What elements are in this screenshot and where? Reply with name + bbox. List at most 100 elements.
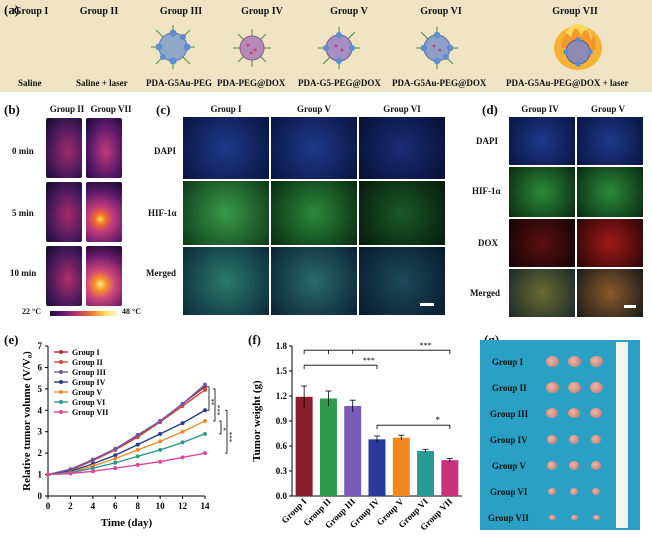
bar-7: [441, 460, 459, 496]
panel-d-row-dox: DOX: [478, 238, 498, 248]
panel-g-row-4: Group IV: [490, 435, 528, 445]
tumor-specimen: [570, 514, 578, 521]
panel-b-col-group-ii: Group II: [49, 104, 85, 114]
legend-marker: [59, 360, 63, 364]
x-tick-label: 8: [135, 501, 140, 511]
micrograph-d-hif-group4: [508, 166, 576, 218]
y-tick-label: 0.9: [276, 416, 288, 426]
micrograph-d-dapi-group4: [508, 116, 576, 166]
x-tick-label: 14: [201, 501, 211, 511]
series-line-6: [47, 433, 206, 476]
significance-bracket: [225, 409, 228, 454]
panel-g-row-5: Group V: [492, 461, 526, 471]
group-header-7: Group VII: [552, 6, 598, 17]
significance-marker: *: [435, 415, 440, 425]
y-tick-label: 0: [38, 491, 43, 501]
bar-5: [392, 437, 410, 496]
tumor-specimen: [547, 461, 557, 470]
data-point: [90, 457, 95, 462]
legend-label: Group III: [72, 368, 106, 377]
panel-b-row-10min: 10 min: [10, 268, 37, 278]
bar-6: [417, 451, 435, 496]
legend-label: Group II: [72, 358, 103, 367]
tumor-specimen: [590, 408, 602, 419]
legend-label: Group V: [72, 388, 102, 397]
micrograph-d-dox-group4: [508, 218, 576, 268]
data-point: [180, 429, 185, 434]
data-point: [113, 456, 118, 461]
y-axis-label: Tumor weight (g): [251, 380, 263, 462]
significance-marker: *: [219, 427, 227, 431]
data-point: [135, 447, 140, 452]
panel-c-col-group-v: Group V: [297, 104, 331, 114]
panel-b-row-0min: 0 min: [12, 146, 34, 156]
tumor-specimen: [546, 408, 558, 419]
bar-2: [319, 398, 337, 496]
y-tick-label: 1.5: [276, 366, 288, 376]
significance-bracket: [219, 420, 222, 435]
panel-d-row-dapi: DAPI: [476, 136, 498, 146]
group-header-5: Group V: [330, 6, 368, 17]
data-point: [135, 432, 140, 437]
bar-4: [368, 439, 386, 496]
legend-label: Group I: [72, 348, 100, 357]
panel-c-col-group-i: Group I: [210, 104, 242, 114]
data-point: [203, 451, 207, 456]
laser-irradiated-particle-icon: [554, 24, 602, 70]
panel-d-col-group-iv: Group IV: [521, 104, 559, 114]
photo-ruler: [616, 342, 628, 528]
data-point: [203, 382, 207, 387]
data-point: [158, 447, 163, 452]
legend-marker: [59, 410, 63, 414]
tumor-specimen: [548, 488, 556, 495]
data-point: [203, 408, 207, 413]
significance-bracket: [303, 349, 451, 355]
data-point: [180, 421, 185, 426]
micrograph-d-dox-group5: [576, 218, 644, 268]
panel-g-row-1: Group I: [492, 357, 524, 367]
x-axis-label: Time (day): [101, 517, 153, 529]
panel-b-col-group-vii: Group VII: [90, 104, 132, 114]
thermal-image-group2-0min: [46, 118, 82, 178]
data-point: [203, 431, 207, 436]
data-point: [113, 453, 118, 458]
x-tick-label: 6: [113, 501, 118, 511]
micrograph-c-hif-group5: [270, 180, 358, 246]
tumor-specimen: [591, 435, 601, 444]
micrograph-d-dapi-group5: [576, 116, 644, 166]
tumor-specimen: [570, 488, 578, 495]
tumor-specimen: [548, 514, 556, 521]
pda-g5au-peg-particle-icon: [151, 25, 195, 69]
panel-g-row-3: Group III: [490, 409, 529, 419]
data-point: [90, 466, 95, 471]
y-tick-label: 6: [38, 362, 43, 372]
data-point: [158, 431, 163, 436]
micrograph-c-dapi-group1: [182, 116, 270, 180]
scale-bar-d: [624, 305, 636, 308]
panel-c-row-merged: Merged: [146, 268, 176, 278]
data-point: [90, 469, 95, 474]
thermal-image-group7-5min: [86, 182, 122, 242]
tumor-specimen: [569, 435, 579, 444]
y-tick-label: 1: [38, 470, 43, 480]
panel-b-label: (b): [4, 102, 20, 117]
data-point: [158, 419, 163, 423]
panel-a-label: (a): [4, 2, 20, 17]
panel-c-col-group-vi: Group VI: [383, 104, 421, 114]
y-tick-label: 0.0: [276, 491, 288, 501]
tumor-specimen: [592, 488, 600, 495]
micrograph-d-hif-group5: [576, 166, 644, 218]
significance-bracket: [213, 388, 216, 422]
data-point: [135, 462, 140, 467]
x-tick-label: 10: [156, 501, 166, 511]
significance-marker: **: [207, 399, 215, 407]
pda-g5-peg-dox-particle-icon: [318, 27, 360, 69]
tumor-specimen: [547, 435, 557, 444]
tumor-specimen: [589, 381, 603, 393]
y-tick-label: 1.8: [276, 341, 288, 351]
group-header-1: Group I: [13, 6, 49, 17]
micrograph-c-dapi-group5: [270, 116, 358, 180]
